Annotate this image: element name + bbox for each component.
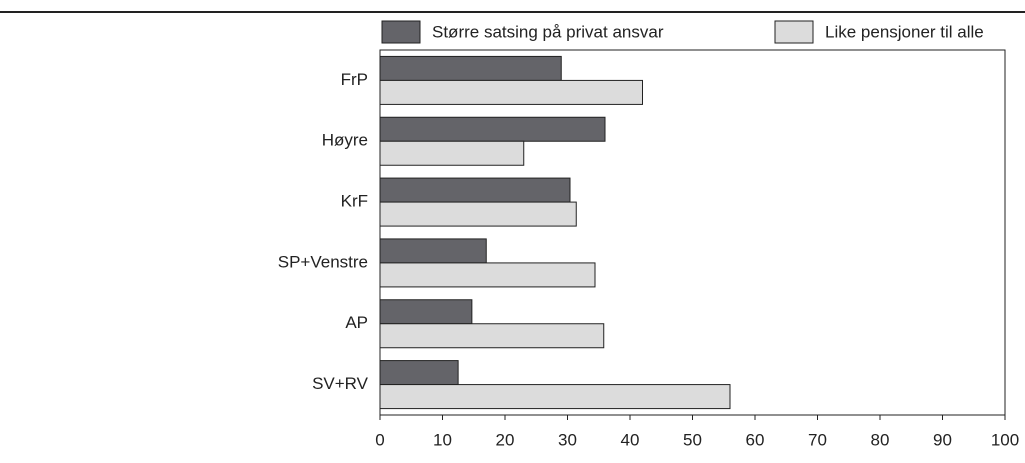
legend-label: Like pensjoner til alle: [825, 22, 984, 41]
bar: [379, 360, 459, 386]
x-tick-label: 0: [375, 430, 384, 449]
x-tick-label: 40: [621, 430, 640, 449]
y-tick-label: Høyre: [322, 131, 368, 150]
bar: [379, 201, 577, 227]
x-tick-label: 20: [496, 430, 515, 449]
bar: [379, 116, 606, 142]
x-tick-label: 70: [808, 430, 827, 449]
x-tick-label: 50: [683, 430, 702, 449]
bar: [379, 140, 525, 166]
bar: [379, 384, 731, 410]
bar: [379, 79, 643, 105]
y-tick-label: AP: [345, 313, 368, 332]
legend-swatch: [381, 20, 421, 44]
bar: [379, 55, 562, 81]
legend-label: Større satsing på privat ansvar: [432, 22, 664, 41]
bar: [379, 238, 487, 264]
bar: [379, 323, 605, 349]
y-tick-label: SV+RV: [312, 374, 369, 393]
legend-swatch: [774, 20, 814, 44]
y-tick-label: FrP: [341, 70, 368, 89]
x-tick-label: 100: [991, 430, 1019, 449]
x-tick-label: 60: [746, 430, 765, 449]
bar: [379, 177, 571, 203]
x-tick-label: 30: [558, 430, 577, 449]
y-tick-label: KrF: [341, 192, 368, 211]
x-tick-label: 80: [871, 430, 890, 449]
y-tick-label: SP+Venstre: [278, 252, 368, 271]
x-tick-label: 90: [933, 430, 952, 449]
x-tick-label: 10: [433, 430, 452, 449]
bar: [379, 262, 596, 288]
bar: [379, 299, 473, 325]
